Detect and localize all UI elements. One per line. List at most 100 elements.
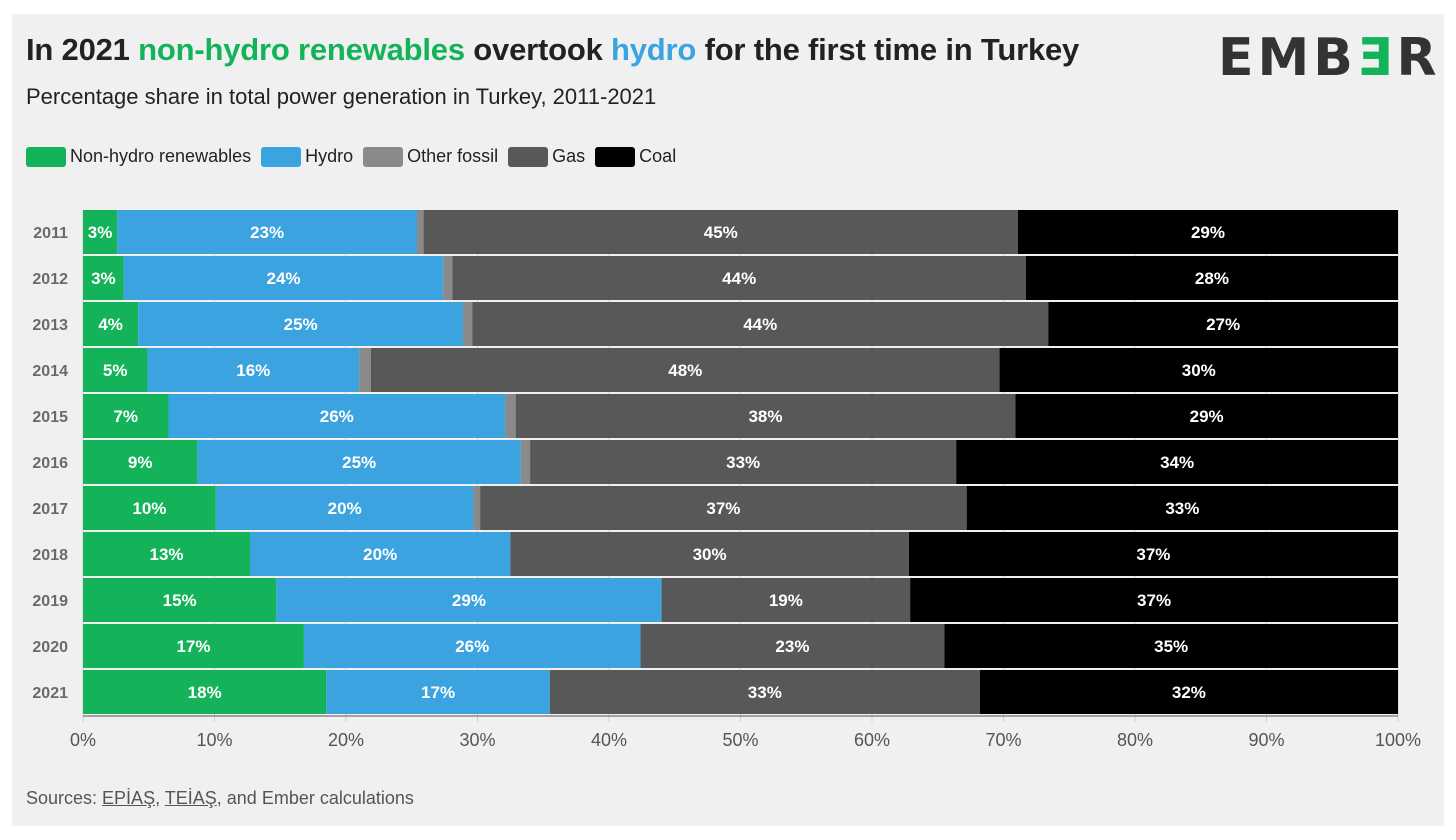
source-separator: , xyxy=(155,788,165,808)
x-tick-label: 50% xyxy=(722,730,758,750)
y-category-label: 2012 xyxy=(32,271,68,288)
ember-logo: EMBƎR xyxy=(1218,28,1440,88)
y-category-label: 2018 xyxy=(32,547,68,564)
chart-legend: Non-hydro renewables Hydro Other fossil Gas… xyxy=(26,146,686,167)
title-highlight-non-hydro: non-hydro renewables xyxy=(138,32,465,67)
data-label: 3% xyxy=(88,223,113,242)
x-tick-label: 40% xyxy=(591,730,627,750)
data-label: 29% xyxy=(1190,407,1224,426)
bar-segment xyxy=(138,302,464,346)
bar-segment xyxy=(530,440,957,484)
bar-segment xyxy=(661,578,911,622)
legend-label: Other fossil xyxy=(407,146,499,166)
data-label: 23% xyxy=(775,637,809,656)
bar-segment xyxy=(979,670,1398,714)
bar-segment xyxy=(83,348,148,392)
legend-item: Coal xyxy=(595,146,676,167)
bar-segment xyxy=(197,440,521,484)
bar-segment xyxy=(83,670,327,714)
data-label: 20% xyxy=(363,545,397,564)
y-category-label: 2014 xyxy=(32,363,68,380)
data-label: 5% xyxy=(103,361,128,380)
bar-segment xyxy=(463,302,473,346)
data-label: 20% xyxy=(328,499,362,518)
data-label: 45% xyxy=(704,223,738,242)
x-tick-label: 80% xyxy=(1117,730,1153,750)
data-label: 9% xyxy=(128,453,153,472)
bar-segment xyxy=(520,440,531,484)
data-label: 33% xyxy=(726,453,760,472)
bar-segment xyxy=(168,394,506,438)
data-label: 15% xyxy=(163,591,197,610)
data-label: 4% xyxy=(98,315,123,334)
bar-segment xyxy=(1015,394,1398,438)
data-label: 33% xyxy=(1165,499,1199,518)
legend-label: Hydro xyxy=(305,146,354,166)
bar-segment xyxy=(417,210,424,254)
data-label: 27% xyxy=(1206,315,1240,334)
bar-segment xyxy=(83,394,169,438)
bar-segment xyxy=(359,348,371,392)
data-label: 44% xyxy=(722,269,756,288)
bar-segment xyxy=(215,486,474,530)
data-label: 34% xyxy=(1160,453,1194,472)
bar-segment xyxy=(956,440,1398,484)
logo-accent: Ǝ xyxy=(1356,28,1397,88)
chart-subtitle: Percentage share in total power generati… xyxy=(26,84,657,109)
title-part-1: In 2021 xyxy=(26,32,139,67)
y-category-label: 2016 xyxy=(32,455,68,472)
data-label: 35% xyxy=(1154,637,1188,656)
bar-segment xyxy=(999,348,1398,392)
source-link-teias[interactable]: TEİAŞ xyxy=(164,788,217,808)
data-label: 30% xyxy=(693,545,727,564)
bar-segment xyxy=(472,302,1049,346)
legend-swatch xyxy=(363,146,404,167)
bar-segment xyxy=(83,302,139,346)
x-tick-label: 10% xyxy=(196,730,232,750)
bar-segment xyxy=(443,256,453,300)
legend-swatch xyxy=(26,146,66,167)
bar-segment xyxy=(1048,302,1398,346)
x-tick-label: 60% xyxy=(854,730,890,750)
data-label: 29% xyxy=(452,591,486,610)
bar-segment xyxy=(83,210,118,254)
legend-label: Non-hydro renewables xyxy=(70,146,252,166)
bar-segment xyxy=(370,348,1000,392)
x-tick-label: 70% xyxy=(985,730,1021,750)
data-label: 28% xyxy=(1195,269,1229,288)
bar-segment xyxy=(83,624,304,668)
data-label: 23% xyxy=(250,223,284,242)
legend-swatch xyxy=(595,146,636,167)
x-tick-label: 0% xyxy=(70,730,96,750)
legend-swatch xyxy=(261,146,302,167)
y-category-label: 2021 xyxy=(32,685,68,702)
logo-text-right: R xyxy=(1396,28,1441,88)
data-label: 30% xyxy=(1182,361,1216,380)
bar-segment xyxy=(276,578,662,622)
data-label: 33% xyxy=(748,683,782,702)
data-label: 25% xyxy=(284,315,318,334)
source-note: Sources: EPİAŞ, TEİAŞ, and Ember calcula… xyxy=(26,788,414,809)
source-suffix: , and Ember calculations xyxy=(216,788,414,808)
x-tick-label: 30% xyxy=(459,730,495,750)
bar-segment xyxy=(83,578,277,622)
y-category-label: 2017 xyxy=(32,501,68,518)
y-category-label: 2011 xyxy=(33,225,68,242)
bar-segment xyxy=(1025,256,1398,300)
data-label: 44% xyxy=(743,315,777,334)
bar-segment xyxy=(640,624,945,668)
bar-segment xyxy=(505,394,516,438)
bar-segment xyxy=(515,394,1016,438)
source-link-epias[interactable]: EPİAŞ xyxy=(102,788,156,808)
data-label: 26% xyxy=(320,407,354,426)
bar-segment xyxy=(123,256,444,300)
bar-segment xyxy=(1017,210,1398,254)
legend-label: Gas xyxy=(552,146,586,166)
bar-segment xyxy=(549,670,980,714)
bar-segment xyxy=(423,210,1018,254)
legend-item: Hydro xyxy=(261,146,353,167)
data-label: 24% xyxy=(267,269,301,288)
bar-segment xyxy=(473,486,481,530)
legend-item: Other fossil xyxy=(363,146,498,167)
x-tick-label: 20% xyxy=(328,730,364,750)
